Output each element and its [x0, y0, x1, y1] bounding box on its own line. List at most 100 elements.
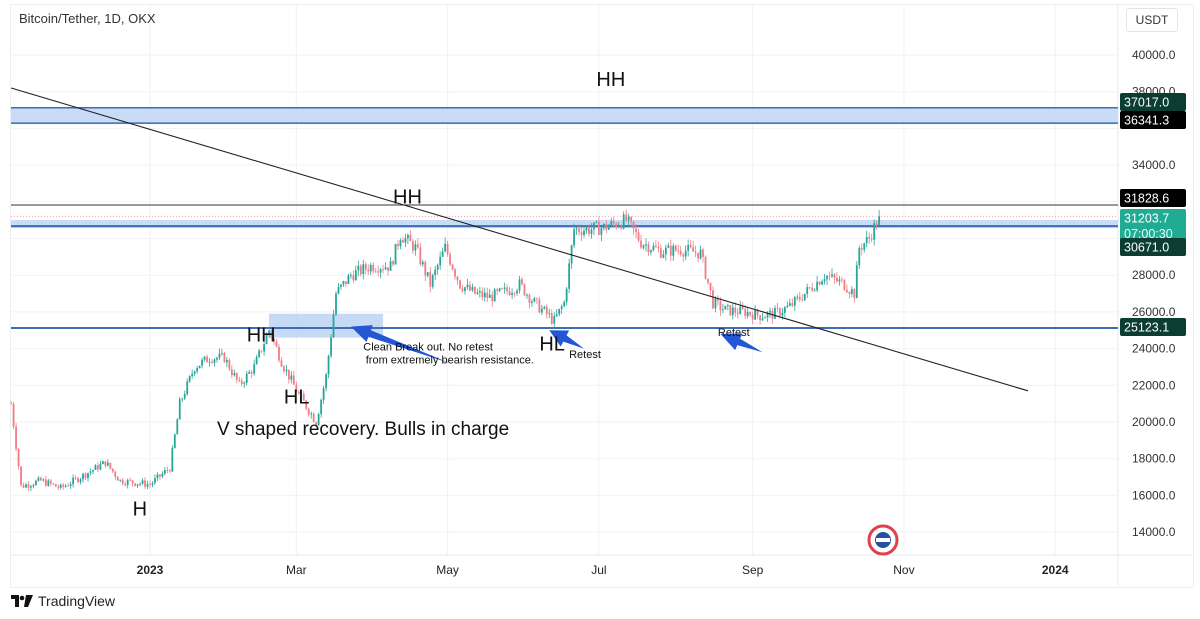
candle-body: [37, 477, 40, 481]
candle-body: [302, 393, 305, 401]
candle-body: [434, 269, 437, 275]
candle: [263, 338, 265, 356]
symbol-title[interactable]: Bitcoin/Tether, 1D, OKX: [19, 11, 156, 26]
candle: [816, 275, 819, 293]
candle: [57, 484, 60, 491]
candle-body: [312, 413, 315, 423]
candle-body: [791, 303, 794, 306]
watermark-logo-icon: [867, 524, 899, 556]
candle: [555, 309, 558, 318]
candle: [478, 286, 481, 298]
candle-body: [297, 391, 300, 394]
candle-body: [77, 477, 79, 483]
candle: [560, 304, 563, 314]
candle: [808, 286, 811, 290]
candle: [568, 258, 571, 294]
candle: [87, 472, 89, 482]
y-tick-label: 24000.0: [1132, 342, 1176, 356]
candle: [97, 462, 99, 473]
candle: [64, 484, 67, 488]
candle-body: [593, 222, 595, 230]
candle: [813, 288, 816, 292]
y-tick-label: 22000.0: [1132, 378, 1176, 392]
candle: [347, 273, 350, 285]
candle-body: [481, 291, 484, 298]
candle: [275, 339, 278, 348]
candle-body: [627, 216, 630, 221]
candle-body: [868, 237, 871, 239]
candle: [503, 282, 506, 294]
candle: [627, 213, 630, 228]
candle-body: [806, 287, 809, 294]
candle: [699, 245, 702, 260]
candle-body: [456, 276, 459, 281]
candle: [407, 233, 409, 245]
candle-body: [841, 279, 843, 281]
price-label: 30671.0: [1120, 238, 1186, 256]
candle-body: [764, 317, 766, 319]
candle-body: [518, 279, 521, 291]
y-tick-label: 40000.0: [1132, 48, 1176, 62]
candle-body: [394, 243, 397, 265]
candle: [421, 259, 424, 267]
candle-body: [573, 229, 575, 246]
logo-stripe: [876, 538, 890, 542]
candle: [176, 418, 179, 435]
candle-body: [441, 251, 444, 257]
candle-body: [466, 284, 469, 288]
candle-body: [124, 484, 127, 486]
candle: [310, 411, 313, 419]
candle-body: [692, 247, 695, 252]
candle: [397, 240, 399, 251]
candle: [124, 481, 127, 487]
candle-body: [786, 305, 789, 308]
candle: [597, 216, 600, 236]
candle-body: [526, 294, 528, 296]
candle-body: [513, 293, 516, 294]
tradingview-brand[interactable]: TradingView: [11, 593, 115, 609]
candle: [687, 239, 690, 257]
candle-body: [327, 355, 330, 375]
candle-body: [223, 352, 226, 363]
candle: [250, 370, 253, 379]
candle-body: [332, 314, 335, 338]
candle: [610, 217, 613, 228]
candle-body: [240, 380, 243, 384]
candle: [59, 483, 62, 490]
candle-body: [684, 250, 687, 257]
candle: [416, 238, 419, 249]
candle: [240, 377, 243, 387]
price-label-text: 31203.7: [1124, 212, 1169, 226]
chart-frame: [10, 4, 1194, 588]
candle: [114, 470, 117, 480]
candle-body: [511, 293, 513, 295]
candle: [657, 241, 660, 253]
candle-body: [823, 279, 826, 282]
candle: [692, 240, 695, 252]
candle: [287, 369, 290, 384]
candle: [89, 468, 92, 476]
candle-body: [712, 290, 714, 309]
candle: [664, 244, 667, 261]
candle-body: [235, 372, 238, 380]
candle: [134, 483, 137, 487]
candle-body: [588, 227, 590, 234]
currency-button[interactable]: USDT: [1126, 8, 1178, 32]
candle: [473, 286, 476, 295]
candle-body: [446, 243, 449, 255]
candle-body: [106, 462, 109, 466]
candle-body: [826, 276, 828, 280]
candle-body: [831, 274, 833, 277]
candle-body: [811, 287, 814, 291]
candle-body: [99, 464, 102, 470]
candle-body: [682, 254, 685, 257]
candle: [521, 277, 523, 286]
candle-body: [761, 318, 764, 321]
candle-body: [409, 235, 412, 242]
candle-body: [548, 313, 551, 315]
candle-body: [707, 278, 709, 283]
candle: [580, 227, 583, 242]
candle: [67, 482, 70, 487]
candle-body: [421, 262, 424, 265]
